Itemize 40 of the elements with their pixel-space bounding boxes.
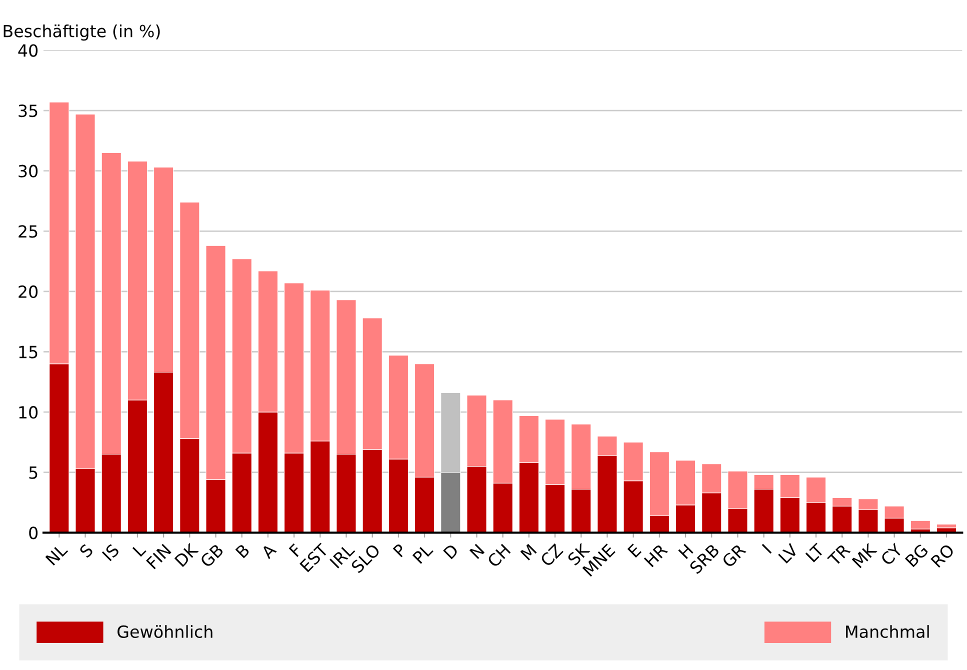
y-tick-label: 10 — [19, 406, 38, 419]
x-tick-label: A — [260, 542, 277, 560]
x-tick-label: BG — [904, 544, 929, 568]
x-tick-label: CH — [486, 544, 511, 568]
x-tick-label: L — [132, 542, 146, 557]
x-tick-label: B — [235, 544, 250, 558]
x-tick-label: MK — [852, 542, 878, 568]
x-tick-label: I — [762, 544, 772, 554]
x-tick-label: FIN — [146, 544, 172, 570]
y-tick-label: 30 — [18, 164, 38, 178]
y-tick-label: 15 — [19, 346, 38, 358]
x-tick-label: S — [78, 543, 94, 558]
x-tick-label: F — [288, 543, 302, 557]
x-tick-label: CZ — [540, 543, 564, 568]
x-tick-label: GR — [721, 542, 747, 568]
y-tick-label: 20 — [18, 285, 38, 298]
y-axis-title: Beschäftigte (in %) — [4, 24, 160, 41]
x-tick-label: GB — [199, 543, 224, 568]
x-tick-label: RO — [930, 543, 955, 568]
x-tick-label: LT — [805, 542, 826, 562]
x-tick-label: CY — [880, 542, 904, 566]
x-tick-label: IS — [102, 543, 120, 562]
x-tick-label: N — [469, 544, 485, 559]
y-tick-label: 0 — [29, 526, 38, 540]
x-tick-label: D — [443, 543, 459, 560]
x-tick-label: TR — [827, 543, 851, 567]
x-tick-label: M — [520, 544, 537, 560]
y-tick-label: 25 — [18, 225, 38, 238]
x-tick-label: DK — [174, 542, 199, 567]
x-tick-label: PL — [412, 542, 434, 564]
x-tick-label: P — [392, 543, 407, 558]
x-tick-label: NL — [45, 542, 68, 566]
y-tick-label: 40 — [18, 44, 38, 57]
y-tick-label: 5 — [29, 466, 38, 479]
x-tick-label: HR — [644, 543, 668, 568]
y-tick-label: 35 — [18, 104, 38, 118]
legend-label: Gewöhnlich — [118, 625, 212, 638]
legend-label: Manchmal — [846, 625, 929, 638]
x-tick-label: LV — [778, 542, 799, 564]
x-tick-label: E — [627, 543, 642, 558]
